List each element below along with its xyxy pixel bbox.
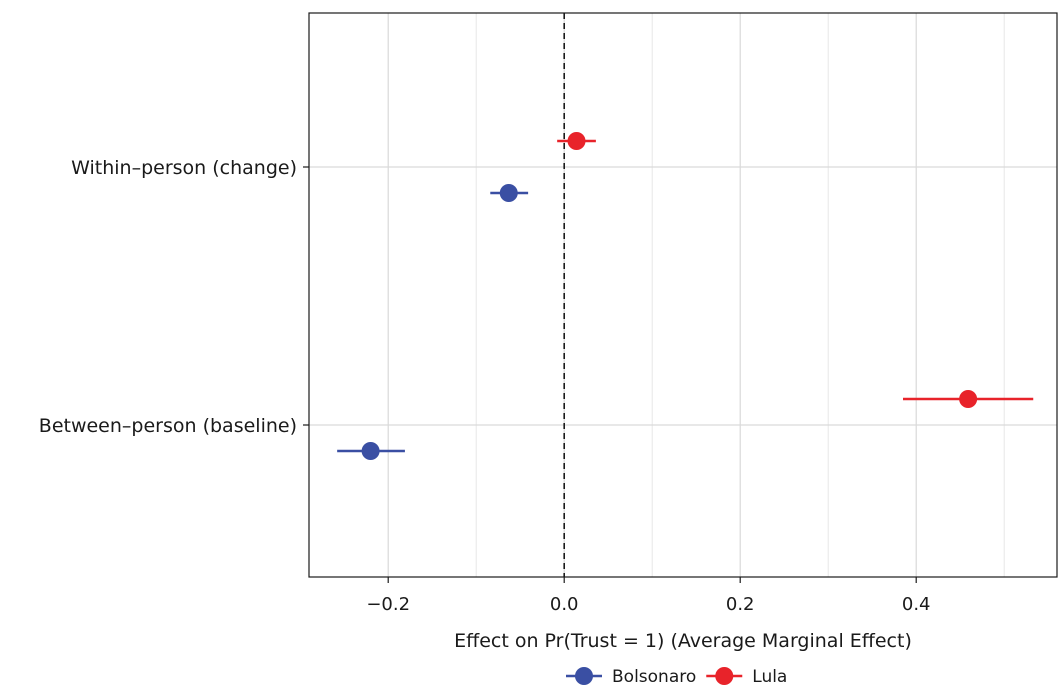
point-bolsonaro	[361, 442, 380, 460]
point-lula	[959, 390, 978, 408]
x-tick-label: 0.0	[550, 594, 579, 615]
y-tick-label: Between–person (baseline)	[39, 415, 297, 437]
data-marks	[337, 132, 1034, 460]
x-tick-label: 0.2	[726, 594, 755, 615]
x-tick-label: −0.2	[366, 594, 410, 615]
grid	[309, 13, 1057, 577]
x-tick-label: 0.4	[902, 594, 931, 615]
x-axis-title: Effect on Pr(Trust = 1) (Average Margina…	[454, 630, 912, 652]
y-tick-label: Within–person (change)	[71, 157, 297, 179]
legend: Bolsonaro Lula	[566, 667, 787, 687]
point-lula	[567, 132, 586, 150]
legend-key-point-lula	[715, 667, 734, 685]
legend-label-lula: Lula	[752, 667, 787, 687]
point-bolsonaro	[499, 184, 518, 202]
plot-panel-border	[308, 12, 1058, 578]
legend-key-point-bolsonaro	[575, 667, 593, 685]
y-axis: Within–person (change) Between–person (ba…	[39, 157, 309, 437]
x-axis: −0.2 0.0 0.2 0.4	[366, 577, 931, 615]
legend-label-bolsonaro: Bolsonaro	[612, 667, 696, 687]
